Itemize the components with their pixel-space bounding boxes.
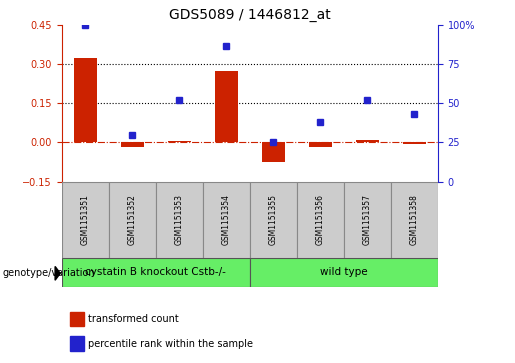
Bar xyxy=(74,58,97,143)
Text: transformed count: transformed count xyxy=(88,314,179,324)
Bar xyxy=(297,182,344,258)
Bar xyxy=(70,337,84,351)
Text: GSM1151357: GSM1151357 xyxy=(363,194,372,245)
Text: cystatin B knockout Cstb-/-: cystatin B knockout Cstb-/- xyxy=(85,267,226,277)
Title: GDS5089 / 1446812_at: GDS5089 / 1446812_at xyxy=(169,8,331,22)
Bar xyxy=(391,182,438,258)
Text: GSM1151352: GSM1151352 xyxy=(128,194,137,245)
Bar xyxy=(203,182,250,258)
Bar xyxy=(167,141,191,143)
Text: GSM1151356: GSM1151356 xyxy=(316,194,325,245)
Bar xyxy=(62,182,109,258)
Text: wild type: wild type xyxy=(320,267,368,277)
Text: GSM1151354: GSM1151354 xyxy=(222,194,231,245)
Bar xyxy=(215,71,238,143)
Bar xyxy=(403,143,426,144)
Text: GSM1151355: GSM1151355 xyxy=(269,194,278,245)
Text: percentile rank within the sample: percentile rank within the sample xyxy=(88,339,253,348)
Bar xyxy=(250,182,297,258)
Bar xyxy=(250,258,438,287)
Bar xyxy=(308,143,332,147)
Bar xyxy=(121,143,144,147)
Polygon shape xyxy=(55,266,60,280)
Bar xyxy=(355,140,379,143)
Bar xyxy=(156,182,203,258)
Text: GSM1151358: GSM1151358 xyxy=(410,194,419,245)
Bar xyxy=(344,182,391,258)
Bar xyxy=(109,182,156,258)
Bar xyxy=(62,258,250,287)
Text: genotype/variation: genotype/variation xyxy=(3,268,95,278)
Bar xyxy=(70,312,84,326)
Text: GSM1151353: GSM1151353 xyxy=(175,194,184,245)
Bar xyxy=(262,143,285,162)
Text: GSM1151351: GSM1151351 xyxy=(81,194,90,245)
